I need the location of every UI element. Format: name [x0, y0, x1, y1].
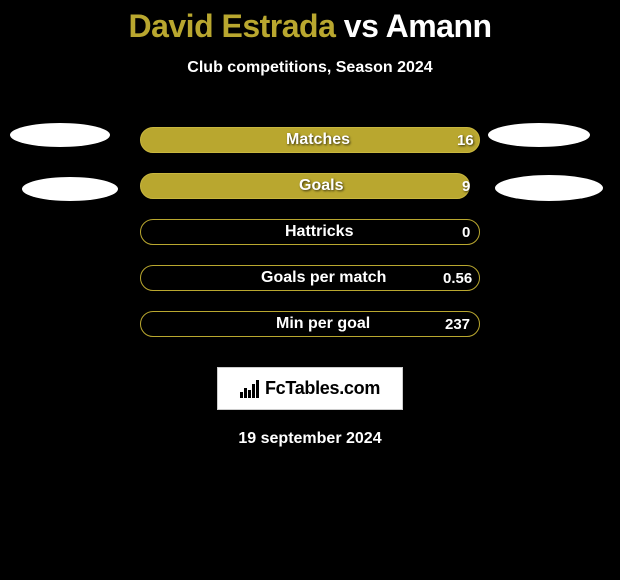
page-title: David Estrada vs Amann: [0, 0, 620, 45]
stat-bar: Matches 16: [140, 127, 480, 153]
stat-label: Min per goal: [276, 315, 370, 333]
stat-row: Hattricks 0: [0, 219, 620, 265]
decorative-ellipse: [495, 175, 603, 201]
stat-value: 16: [457, 132, 474, 149]
stat-label: Goals per match: [261, 269, 386, 287]
stat-bar: Hattricks 0: [140, 219, 480, 245]
stat-value: 237: [445, 316, 470, 333]
subtitle: Club competitions, Season 2024: [0, 59, 620, 77]
stat-label: Matches: [286, 131, 350, 149]
fctables-badge[interactable]: FcTables.com: [217, 367, 403, 410]
stat-bar: Goals per match 0.56: [140, 265, 480, 291]
title-player1: David Estrada: [128, 8, 335, 44]
badge-text: FcTables.com: [265, 378, 380, 399]
badge-container: FcTables.com: [0, 367, 620, 410]
decorative-ellipse: [22, 177, 118, 201]
title-player2: Amann: [386, 8, 492, 44]
stat-row: Goals per match 0.56: [0, 265, 620, 311]
decorative-ellipse: [488, 123, 590, 147]
title-vs: vs: [344, 8, 379, 44]
chart-icon: [240, 380, 259, 398]
stat-label: Hattricks: [285, 223, 353, 241]
stat-bar: Goals 9: [140, 173, 470, 199]
stats-container: Matches 16 Goals 9 Hattricks 0 Goals per match…: [0, 127, 620, 357]
decorative-ellipse: [10, 123, 110, 147]
date-label: 19 september 2024: [0, 430, 620, 448]
stat-value: 9: [462, 178, 470, 195]
stat-bar: Min per goal 237: [140, 311, 480, 337]
stat-value: 0.56: [443, 270, 472, 287]
stat-label: Goals: [299, 177, 343, 195]
stat-value: 0: [462, 224, 470, 241]
stat-row: Min per goal 237: [0, 311, 620, 357]
